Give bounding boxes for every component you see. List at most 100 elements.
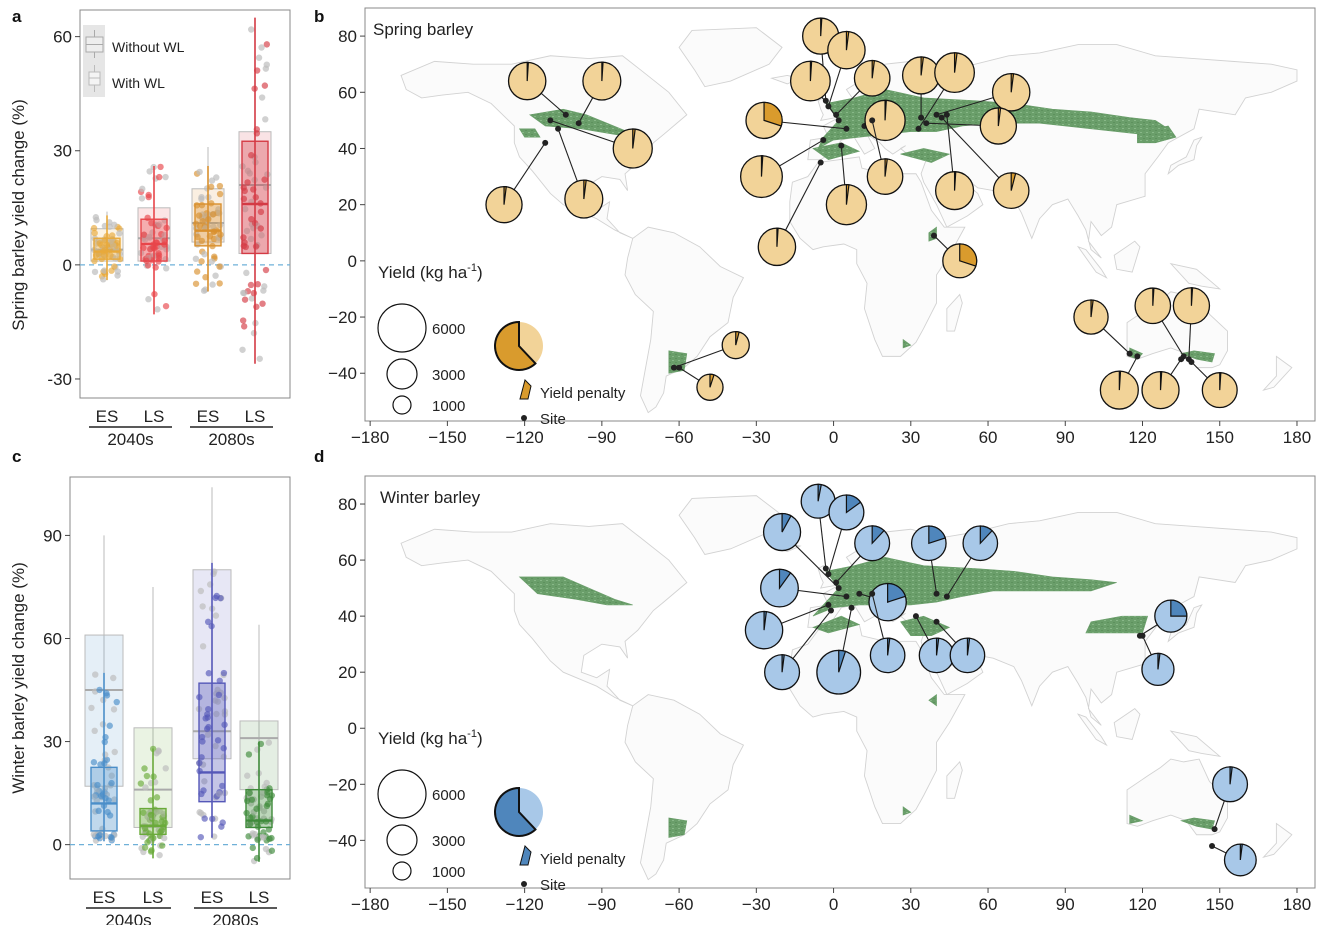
point-with-wl [113, 698, 120, 706]
point-without-wl [239, 346, 246, 353]
y-axis-label: Spring barley yield change (%) [9, 99, 28, 331]
site-dot [843, 125, 850, 132]
legend-penalty-key [519, 379, 532, 400]
point-without-wl [208, 258, 215, 265]
legend-size-label: 1000 [432, 398, 465, 415]
legend-site-label: Site [540, 877, 566, 894]
x-tick-label: 90 [1056, 428, 1075, 447]
site-dot [820, 137, 827, 144]
site-dot [933, 618, 940, 625]
yield-penalty-slice [1190, 287, 1194, 306]
point-with-wl [140, 231, 148, 238]
land-polygon [1113, 708, 1141, 740]
point-with-wl [208, 200, 215, 207]
point-with-wl [143, 772, 151, 780]
yield-penalty-slice [1159, 370, 1163, 391]
yield-penalty-slice [953, 171, 957, 191]
point-without-wl [88, 704, 95, 712]
x-tick-label: 30 [901, 428, 920, 447]
point-without-wl [209, 281, 216, 288]
land-polygon [678, 495, 783, 555]
crop-polygon [1129, 814, 1144, 824]
legend-penalty-key [519, 845, 532, 866]
legend-pie-penalty [494, 786, 537, 837]
yield-penalty-slice [959, 243, 978, 267]
point-with-wl [253, 303, 260, 310]
plot-area [70, 487, 290, 865]
legend-size-label: 3000 [432, 833, 465, 850]
x-tick-label: LS [245, 407, 266, 426]
land-polygon [1113, 240, 1141, 273]
site-dot [575, 120, 582, 127]
point-without-wl [162, 765, 169, 772]
x-tick-label: 120 [1128, 895, 1156, 914]
x-tick-label: −90 [587, 895, 616, 914]
point-with-wl [198, 258, 205, 265]
point-without-wl [146, 168, 153, 175]
point-without-wl [145, 296, 152, 303]
legend-penalty-label: Yield penalty [540, 851, 626, 868]
land-polygon [624, 694, 745, 881]
panel-label-b: b [314, 7, 324, 26]
y-tick-label: 0 [53, 836, 62, 855]
yield-penalty-slice [935, 637, 940, 656]
yield-penalty-slice [1157, 652, 1161, 670]
point-with-wl [248, 215, 255, 223]
axes: −180 −150 −120 −90 −60 −30 0 30 60 90 120 150 180 80 6… [328, 495, 1311, 914]
point-with-wl [108, 267, 115, 274]
y-tick-label: 60 [338, 551, 357, 570]
point-with-wl [96, 831, 104, 839]
point-without-wl [212, 697, 219, 704]
land-polygon [1169, 730, 1222, 757]
point-with-wl [194, 233, 201, 241]
point-with-wl [96, 686, 103, 694]
x-tick-label: −150 [428, 428, 466, 447]
yield-penalty-slice [845, 30, 850, 51]
point-with-wl [205, 705, 212, 713]
y-tick-label: 20 [338, 663, 357, 682]
crop-polygon [812, 142, 861, 161]
point-with-wl [202, 274, 209, 281]
y-tick-label: 0 [348, 719, 357, 738]
point-without-wl [197, 587, 205, 595]
point-without-wl [248, 295, 256, 302]
yield-penalty-slice [809, 60, 813, 82]
point-without-wl [215, 790, 223, 797]
point-with-wl [219, 782, 226, 790]
panel-d-map: Winter barley −180 −150 −120 −90 −60 −30 0 30 60… [328, 475, 1316, 914]
panel-b-map: Spring barley −180 −150 −120 −90 −60 −30 0 30 60… [328, 7, 1316, 447]
box-with-wl [245, 788, 273, 829]
box-with-wl [241, 140, 269, 255]
land-polygon [1076, 245, 1108, 279]
crop-polygon [900, 148, 951, 163]
legend-size-label: 6000 [432, 321, 465, 338]
x-tick-label: −30 [742, 895, 771, 914]
point-without-wl [258, 94, 266, 101]
site-dot [1126, 350, 1133, 357]
point-with-wl [193, 268, 201, 275]
point-with-wl [156, 173, 163, 181]
x-tick-label: LS [144, 407, 165, 426]
legend-size-circle [386, 824, 418, 856]
point-with-wl [137, 780, 145, 787]
point-without-wl [110, 674, 117, 682]
point-with-wl [198, 754, 205, 761]
point-without-wl [243, 227, 251, 235]
point-without-wl [160, 834, 168, 842]
yield-penalty-slice [997, 107, 1002, 127]
y-tick-label: 40 [338, 607, 357, 626]
legend-size-label: 3000 [432, 367, 465, 384]
x-tick-label: ES [197, 407, 220, 426]
panel-label-a: a [12, 7, 22, 26]
x-tick-label: −120 [505, 428, 543, 447]
y-tick-label: 90 [43, 526, 62, 545]
point-with-wl [207, 183, 215, 191]
point-with-wl [261, 176, 268, 183]
point-without-wl [212, 742, 219, 750]
point-with-wl [205, 670, 213, 677]
yield-penalty-slice [920, 56, 925, 76]
point-with-wl [162, 819, 169, 827]
yield-penalty-slice [503, 186, 507, 205]
yield-penalty-slice [709, 373, 715, 388]
site-dot [670, 364, 677, 371]
